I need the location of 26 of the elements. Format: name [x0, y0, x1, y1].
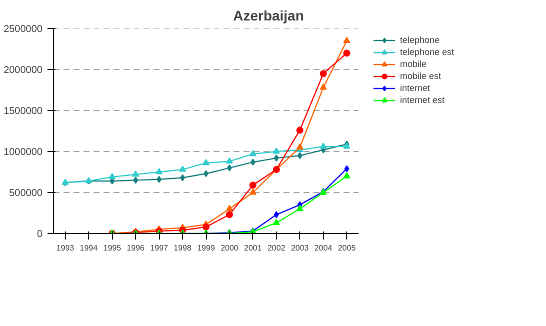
x-tick-label: 2005	[338, 244, 356, 252]
legend-label: telephone est	[400, 46, 454, 58]
chart-title: Azerbaijan	[233, 8, 304, 24]
x-tick-label: 1993	[56, 244, 75, 252]
x-tick-label: 2004	[314, 244, 333, 252]
x-tick-label: 2001	[244, 244, 262, 252]
y-tick-label: 1000000	[4, 147, 43, 158]
y-tick-label: 1500000	[4, 106, 43, 117]
y-tick-label: 500000	[9, 188, 43, 199]
y-tick-label: 2500000	[4, 24, 43, 35]
legend-label: mobile est	[400, 70, 442, 82]
x-tick-label: 2003	[290, 244, 310, 252]
x-tick-label: 2002	[267, 244, 286, 252]
x-tick-label: 1997	[150, 244, 169, 252]
y-tick-label: 2000000	[4, 65, 43, 76]
legend-label: mobile	[400, 58, 427, 70]
legend-label: internet est	[400, 94, 445, 106]
x-tick-label: 1996	[126, 244, 146, 252]
y-tick-label: 0	[36, 229, 43, 240]
x-tick-label: 1999	[197, 244, 216, 252]
x-tick-label: 1998	[174, 244, 192, 252]
x-tick-label: 2000	[220, 244, 239, 252]
x-tick-label: 1994	[80, 244, 98, 252]
x-tick-label: 1995	[103, 244, 122, 252]
legend-label: internet	[400, 82, 430, 94]
legend-label: telephone	[400, 34, 440, 46]
